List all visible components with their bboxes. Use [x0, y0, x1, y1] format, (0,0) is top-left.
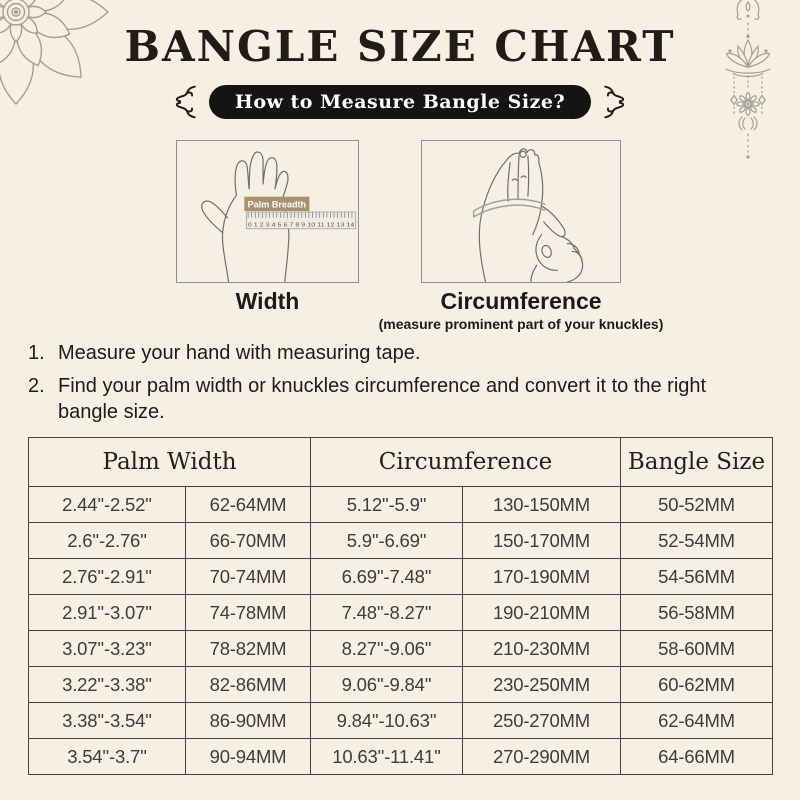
table-cell: 3.22''-3.38''	[28, 666, 186, 703]
knuckle-measure-hands-icon	[472, 148, 584, 282]
circumference-caption: (measure prominent part of your knuckles…	[378, 316, 664, 332]
table-header-row: Palm Width Circumference Bangle Size	[27, 437, 774, 487]
table-row: 3.54''-3.7'' 90-94MM 10.63''-11.41'' 270-29…	[28, 738, 774, 775]
table-cell: 9.84''-10.63''	[310, 702, 464, 739]
table-row: 3.07''-3.23'' 78-82MM 8.27''-9.06'' 210-230…	[28, 630, 774, 667]
table-cell: 2.6''-2.76''	[28, 522, 186, 559]
table-cell: 10.63''-11.41''	[310, 738, 464, 775]
badge-row: How to Measure Bangle Size?	[0, 84, 800, 120]
table-cell: 2.91''-3.07''	[28, 594, 186, 631]
lotus-ornament-icon	[725, 0, 771, 159]
table-cell: 56-58MM	[620, 594, 774, 631]
table-cell: 62-64MM	[184, 486, 312, 523]
table-cell: 5.12''-5.9''	[310, 486, 464, 523]
table-cell: 3.07''-3.23''	[28, 630, 186, 667]
table-cell: 230-250MM	[462, 666, 622, 703]
table-cell: 62-64MM	[620, 702, 774, 739]
circumference-illustration	[421, 140, 621, 283]
table-cell: 170-190MM	[462, 558, 622, 595]
column-header-palm-width: Palm Width	[27, 437, 312, 487]
flourish-left-icon	[175, 85, 196, 119]
table-cell: 64-66MM	[620, 738, 774, 775]
table-cell: 130-150MM	[462, 486, 622, 523]
table-row: 2.44''-2.52'' 62-64MM 5.12''-5.9'' 130-150M…	[28, 486, 774, 523]
table-cell: 2.44''-2.52''	[28, 486, 186, 523]
table-cell: 8.27''-9.06''	[310, 630, 464, 667]
palm-breadth-tag: Palm Breadth	[248, 200, 306, 210]
table-cell: 9.06''-9.84''	[310, 666, 464, 703]
table-cell: 82-86MM	[184, 666, 312, 703]
width-label: Width	[235, 288, 300, 314]
table-cell: 6.69''-7.48''	[310, 558, 464, 595]
table-cell: 66-70MM	[184, 522, 312, 559]
column-header-bangle-size: Bangle Size	[620, 437, 774, 487]
table-cell: 150-170MM	[462, 522, 622, 559]
table-cell: 7.48''-8.27''	[310, 594, 464, 631]
circumference-label: Circumference	[440, 288, 602, 314]
table-row: 2.6''-2.76'' 66-70MM 5.9''-6.69'' 150-170MM…	[28, 522, 774, 559]
instruction-text: Find your palm width or knuckles circumf…	[58, 375, 707, 423]
instructions-list: 1. Measure your hand with measuring tape…	[28, 340, 748, 432]
table-cell: 270-290MM	[462, 738, 622, 775]
table-cell: 58-60MM	[620, 630, 774, 667]
table-cell: 210-230MM	[462, 630, 622, 667]
table-row: 3.22''-3.38'' 82-86MM 9.06''-9.84'' 230-250…	[28, 666, 774, 703]
table-cell: 86-90MM	[184, 702, 312, 739]
page-title: BANGLE SIZE CHART	[124, 22, 676, 71]
table-cell: 90-94MM	[184, 738, 312, 775]
instruction-number: 2.	[28, 375, 45, 397]
instruction-number: 1.	[28, 342, 45, 364]
table-cell: 60-62MM	[620, 666, 774, 703]
instruction-item: 2. Find your palm width or knuckles circ…	[28, 373, 748, 425]
table-cell: 78-82MM	[184, 630, 312, 667]
circumference-label-block: Circumference (measure prominent part of…	[361, 288, 681, 332]
table-row: 2.76''-2.91'' 70-74MM 6.69''-7.48'' 170-190…	[28, 558, 774, 595]
size-table-body: 2.44''-2.52'' 62-64MM 5.12''-5.9'' 130-150M…	[28, 486, 774, 775]
width-illustration: 0 1 2 3 4 5 6 7 8 9 10 11 12 13 14 Palm …	[176, 140, 359, 283]
instruction-item: 1. Measure your hand with measuring tape…	[28, 340, 748, 366]
instruction-text: Measure your hand with measuring tape.	[58, 342, 421, 364]
mandala-decoration-icon	[0, 0, 109, 105]
table-cell: 74-78MM	[184, 594, 312, 631]
table-cell: 52-54MM	[620, 522, 774, 559]
size-conversion-table: Palm Width Circumference Bangle Size 2.4…	[27, 437, 774, 775]
table-cell: 70-74MM	[184, 558, 312, 595]
flourish-right-icon	[604, 85, 625, 119]
table-row: 3.38''-3.54'' 86-90MM 9.84''-10.63'' 250-27…	[28, 702, 774, 739]
table-cell: 54-56MM	[620, 558, 774, 595]
table-cell: 2.76''-2.91''	[28, 558, 186, 595]
ruler-numbers: 0 1 2 3 4 5 6 7 8 9 10 11 12 13 14	[248, 222, 355, 228]
table-cell: 3.38''-3.54''	[28, 702, 186, 739]
table-row: 2.91''-3.07'' 74-78MM 7.48''-8.27'' 190-210…	[28, 594, 774, 631]
width-label-block: Width	[176, 288, 359, 315]
column-header-circumference: Circumference	[310, 437, 622, 487]
table-cell: 3.54''-3.7''	[28, 738, 186, 775]
how-to-measure-badge: How to Measure Bangle Size?	[208, 85, 592, 119]
table-cell: 5.9''-6.69''	[310, 522, 464, 559]
table-cell: 50-52MM	[620, 486, 774, 523]
palm-width-hand-icon: 0 1 2 3 4 5 6 7 8 9 10 11 12 13 14 Palm …	[201, 151, 357, 282]
table-cell: 190-210MM	[462, 594, 622, 631]
table-cell: 250-270MM	[462, 702, 622, 739]
